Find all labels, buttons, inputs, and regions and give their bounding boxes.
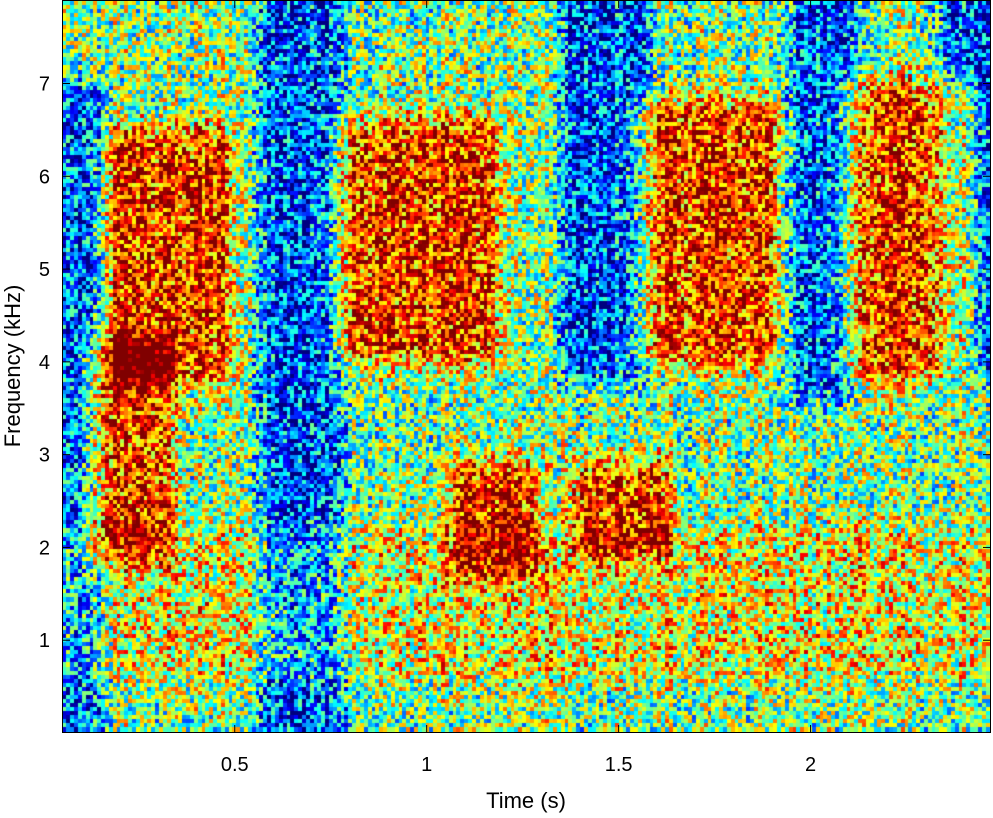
- y-tick-label: 6: [39, 166, 50, 188]
- y-tick-label: 3: [39, 445, 50, 467]
- y-tick-label: 4: [39, 352, 50, 374]
- spectrogram-heatmap: [63, 1, 990, 732]
- y-tick-label: 7: [39, 74, 50, 96]
- y-tick-label: 1: [39, 630, 50, 652]
- y-axis-label: Frequency (kHz): [0, 285, 25, 448]
- x-tick-label: 2: [805, 754, 816, 776]
- x-axis-label: Time (s): [486, 788, 566, 813]
- x-tick-label: 1.5: [605, 754, 633, 776]
- spectrogram-plot-area: [62, 0, 991, 733]
- y-tick-label: 5: [39, 259, 50, 281]
- y-tick-label: 2: [39, 537, 50, 559]
- x-tick-label: 0.5: [221, 754, 249, 776]
- x-tick-label: 1: [421, 754, 432, 776]
- x-axis-ticks: 0.5 1 1.5 2: [221, 0, 816, 776]
- y-axis-ticks: 1 2 3 4 5 6 7: [39, 74, 991, 652]
